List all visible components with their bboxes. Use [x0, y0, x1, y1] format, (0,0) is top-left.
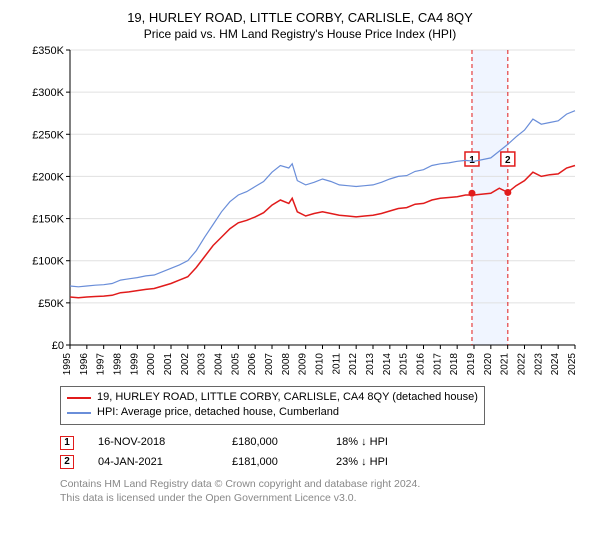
svg-text:1995: 1995: [62, 353, 73, 376]
event-diff: 23% ↓ HPI: [336, 453, 426, 473]
svg-text:2010: 2010: [315, 353, 326, 376]
svg-text:2018: 2018: [449, 353, 460, 376]
svg-text:1998: 1998: [113, 353, 124, 376]
svg-text:£300K: £300K: [32, 87, 64, 99]
legend-label: 19, HURLEY ROAD, LITTLE CORBY, CARLISLE,…: [97, 390, 478, 405]
svg-text:2004: 2004: [214, 353, 225, 376]
event-marker-icon: 1: [60, 436, 74, 450]
legend-swatch: [67, 397, 91, 399]
svg-text:£0: £0: [52, 340, 64, 352]
svg-text:2003: 2003: [197, 353, 208, 376]
svg-text:2: 2: [505, 155, 511, 166]
svg-text:1999: 1999: [129, 353, 140, 376]
svg-text:2013: 2013: [365, 353, 376, 376]
svg-text:2000: 2000: [146, 353, 157, 376]
event-date: 16-NOV-2018: [98, 433, 208, 453]
event-row: 2 04-JAN-2021 £181,000 23% ↓ HPI: [60, 453, 590, 473]
event-row: 1 16-NOV-2018 £180,000 18% ↓ HPI: [60, 433, 590, 453]
svg-text:2015: 2015: [399, 353, 410, 376]
svg-text:2011: 2011: [331, 353, 342, 375]
svg-text:2014: 2014: [382, 353, 393, 376]
legend-row: 19, HURLEY ROAD, LITTLE CORBY, CARLISLE,…: [67, 390, 478, 405]
event-marker-icon: 2: [60, 455, 74, 469]
svg-text:£350K: £350K: [32, 45, 64, 57]
svg-text:2008: 2008: [281, 353, 292, 376]
svg-text:£100K: £100K: [32, 256, 64, 268]
svg-text:2016: 2016: [416, 353, 427, 376]
svg-text:£50K: £50K: [38, 298, 64, 310]
svg-text:£250K: £250K: [32, 129, 64, 141]
svg-text:2020: 2020: [483, 353, 494, 376]
events-table: 1 16-NOV-2018 £180,000 18% ↓ HPI 2 04-JA…: [60, 433, 590, 473]
svg-text:2017: 2017: [432, 353, 443, 376]
svg-text:£150K: £150K: [32, 214, 64, 226]
svg-text:2012: 2012: [348, 353, 359, 376]
svg-text:2023: 2023: [533, 353, 544, 376]
event-price: £180,000: [232, 433, 312, 453]
credit-line: Contains HM Land Registry data © Crown c…: [60, 478, 590, 492]
chart-plot: £0 £50K £100K £150K £200K £250K £300K £350K 1995…: [20, 45, 580, 380]
svg-text:2021: 2021: [500, 353, 511, 376]
svg-text:2019: 2019: [466, 353, 477, 376]
svg-text:2022: 2022: [517, 353, 528, 376]
legend-label: HPI: Average price, detached house, Cumb…: [97, 405, 339, 420]
svg-text:2009: 2009: [298, 353, 309, 376]
credit-text: Contains HM Land Registry data © Crown c…: [60, 478, 590, 505]
svg-text:2002: 2002: [180, 353, 191, 376]
svg-text:1996: 1996: [79, 353, 90, 376]
svg-text:2007: 2007: [264, 353, 275, 376]
svg-text:2006: 2006: [247, 353, 258, 376]
svg-text:2005: 2005: [230, 353, 241, 376]
svg-text:2024: 2024: [550, 353, 561, 376]
event-diff: 18% ↓ HPI: [336, 433, 426, 453]
event-price: £181,000: [232, 453, 312, 473]
legend: 19, HURLEY ROAD, LITTLE CORBY, CARLISLE,…: [60, 386, 485, 425]
chart-title: 19, HURLEY ROAD, LITTLE CORBY, CARLISLE,…: [10, 10, 590, 25]
chart-subtitle: Price paid vs. HM Land Registry's House …: [10, 27, 590, 41]
event-date: 04-JAN-2021: [98, 453, 208, 473]
credit-line: This data is licensed under the Open Gov…: [60, 492, 590, 506]
svg-text:2001: 2001: [163, 353, 174, 376]
svg-text:2025: 2025: [567, 353, 578, 376]
legend-row: HPI: Average price, detached house, Cumb…: [67, 405, 478, 420]
legend-swatch: [67, 412, 91, 414]
svg-text:1997: 1997: [96, 353, 107, 376]
svg-text:£200K: £200K: [32, 171, 64, 183]
